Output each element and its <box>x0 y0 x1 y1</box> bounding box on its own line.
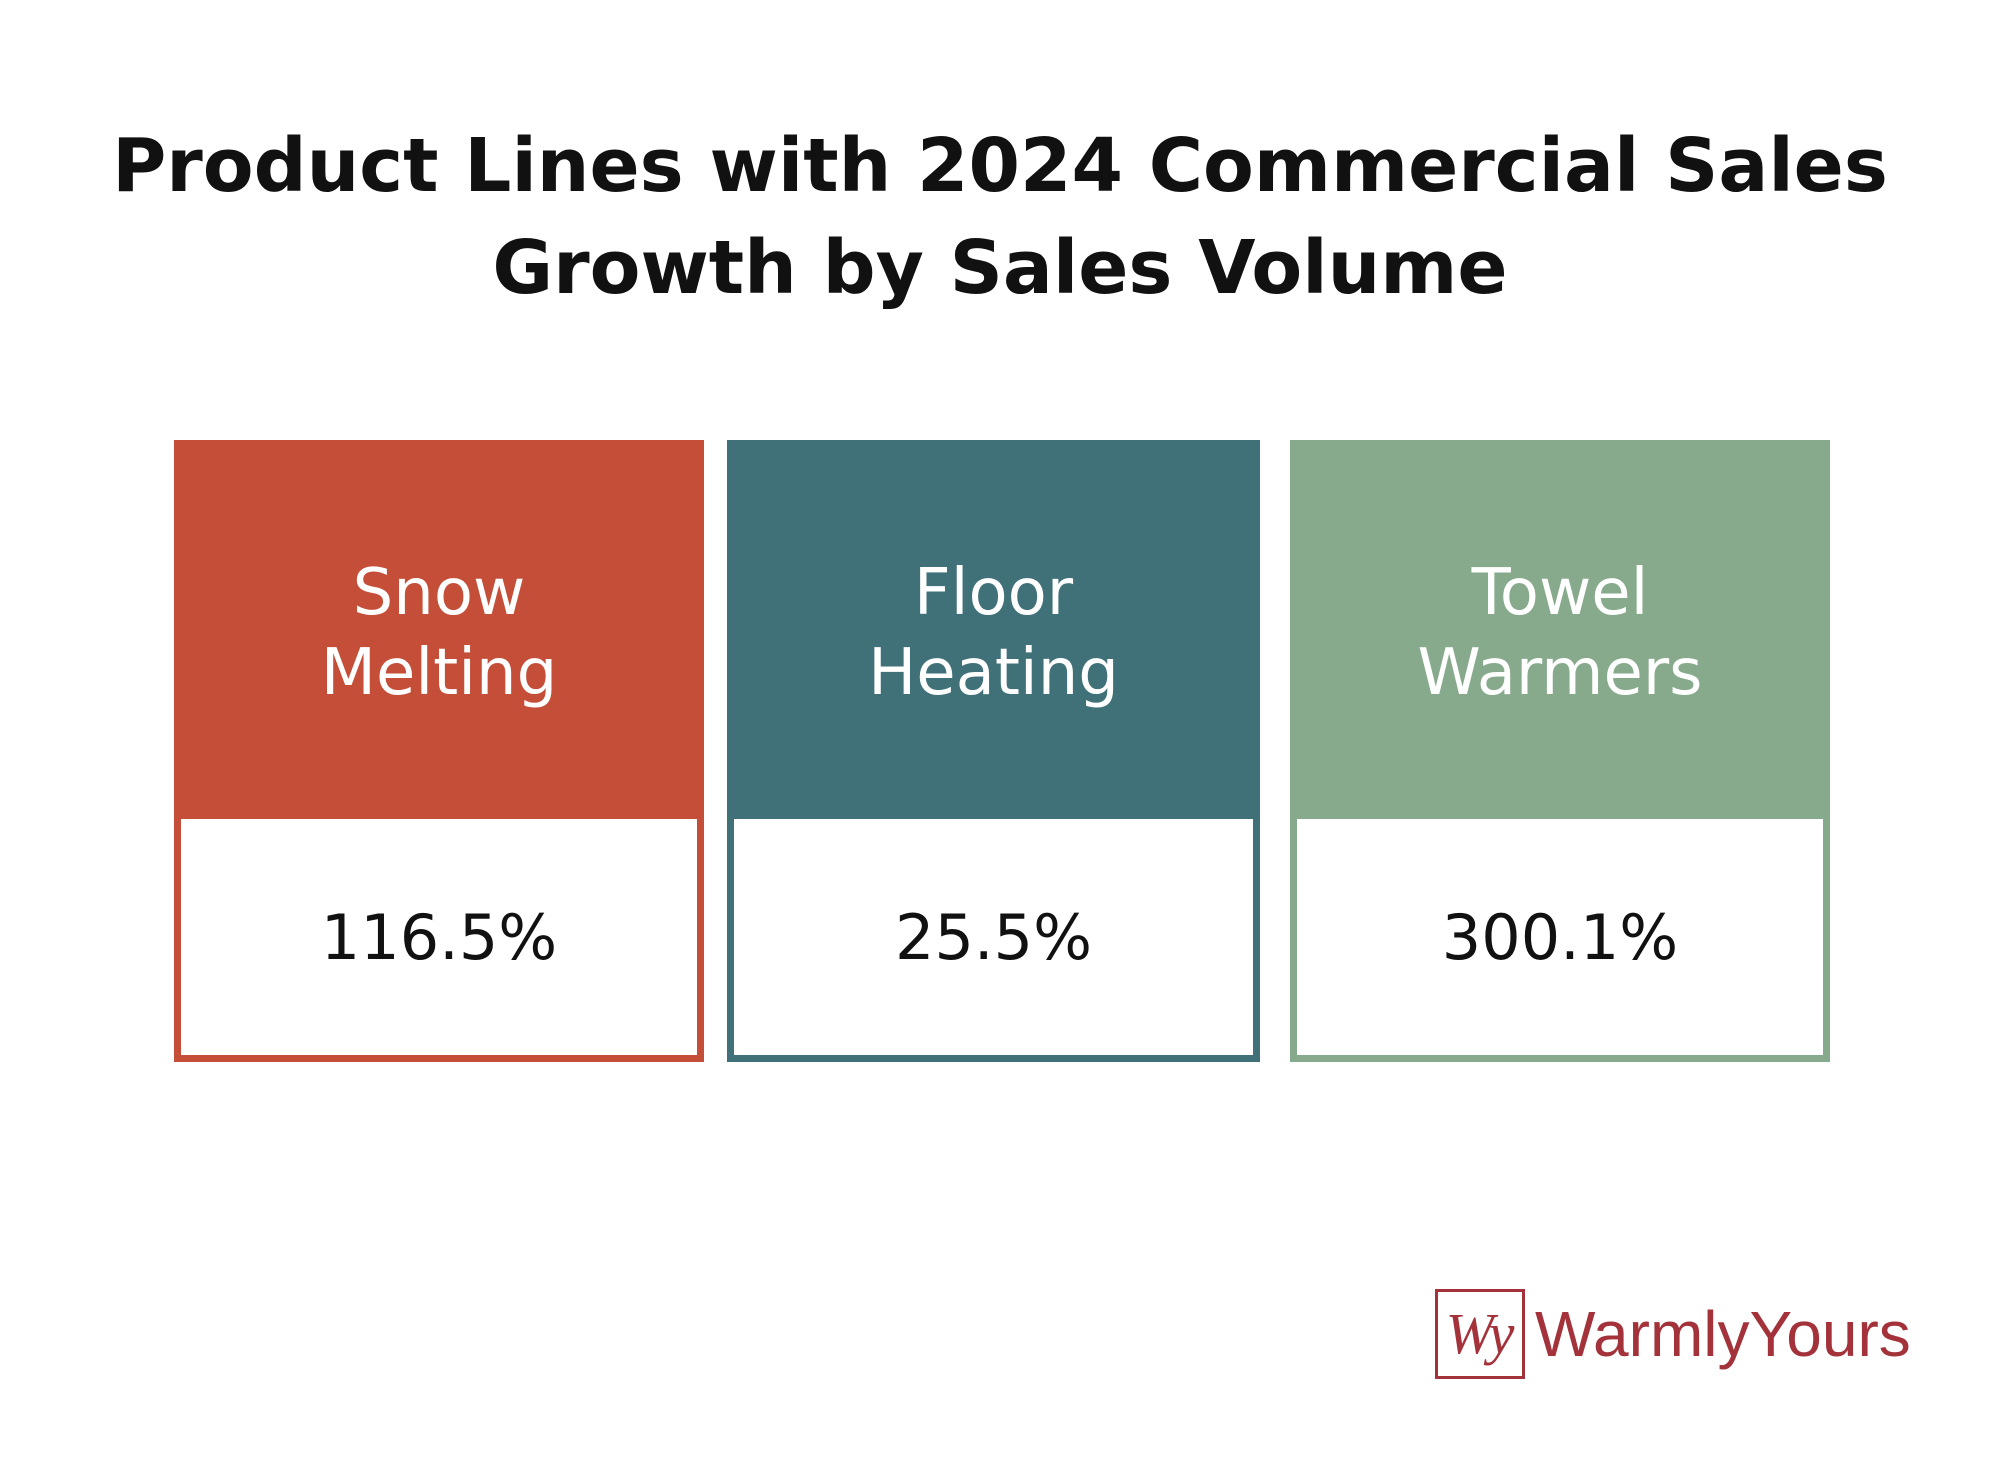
title: Product Lines with 2024 Commercial Sales… <box>112 123 1888 311</box>
card-value: 300.1% <box>1441 900 1679 974</box>
card: Towel Warmers 300.1% <box>1290 440 1830 1062</box>
card-value: 116.5% <box>320 900 558 974</box>
card: Floor Heating 25.5% <box>727 440 1260 1062</box>
card-header: Snow Melting <box>181 447 697 819</box>
card-label: Towel Warmers <box>1417 556 1703 710</box>
card-label: Floor Heating <box>868 556 1119 710</box>
logo-text: WarmlyYours <box>1535 1297 1911 1370</box>
logo-mark: Wy <box>1435 1288 1525 1379</box>
card-header: Towel Warmers <box>1297 447 1823 819</box>
logo: Wy WarmlyYours <box>1435 1276 1911 1391</box>
card-label: Snow Melting <box>320 556 558 710</box>
card: Snow Melting 116.5% <box>174 440 704 1062</box>
card-value: 25.5% <box>895 900 1092 974</box>
card-header: Floor Heating <box>734 447 1253 819</box>
